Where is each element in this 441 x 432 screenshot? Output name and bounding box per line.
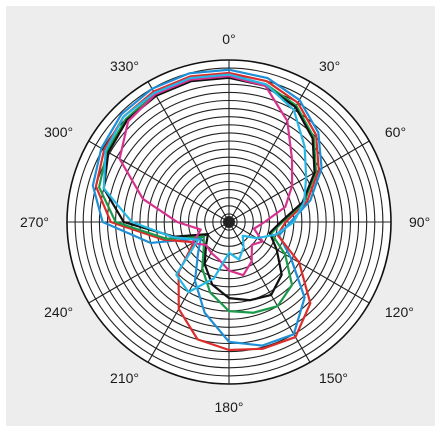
tick-label-30: 30° — [319, 58, 340, 74]
center-hub-layer — [223, 216, 235, 228]
series-line-6 — [102, 73, 308, 294]
tick-label-60: 60° — [385, 124, 406, 140]
tick-label-90: 90° — [409, 214, 430, 230]
tick-label-330: 330° — [110, 58, 139, 74]
tick-label-210: 210° — [110, 370, 139, 386]
series-line-3 — [98, 75, 318, 314]
tick-label-180: 180° — [215, 399, 244, 415]
series-line-1 — [91, 68, 323, 347]
angle-tick-labels: 0° 30° 60° 90° 120° 150° 180° 210° 240° 270° 300° 3… — [20, 31, 430, 415]
grid-spoke — [228, 140, 370, 223]
series-line-5 — [118, 75, 294, 277]
tick-label-120: 120° — [385, 304, 414, 320]
grid-spoke — [88, 140, 230, 223]
center-hub — [223, 216, 235, 228]
tick-label-240: 240° — [44, 304, 73, 320]
grid-spoke — [147, 81, 230, 223]
tick-label-150: 150° — [319, 370, 348, 386]
series-line-2 — [94, 71, 320, 352]
tick-label-300: 300° — [44, 124, 73, 140]
grid-spoke — [88, 221, 230, 304]
tick-label-270: 270° — [20, 214, 49, 230]
series-line-4 — [102, 76, 316, 302]
tick-label-0: 0° — [222, 31, 235, 47]
series-lines — [91, 68, 323, 352]
